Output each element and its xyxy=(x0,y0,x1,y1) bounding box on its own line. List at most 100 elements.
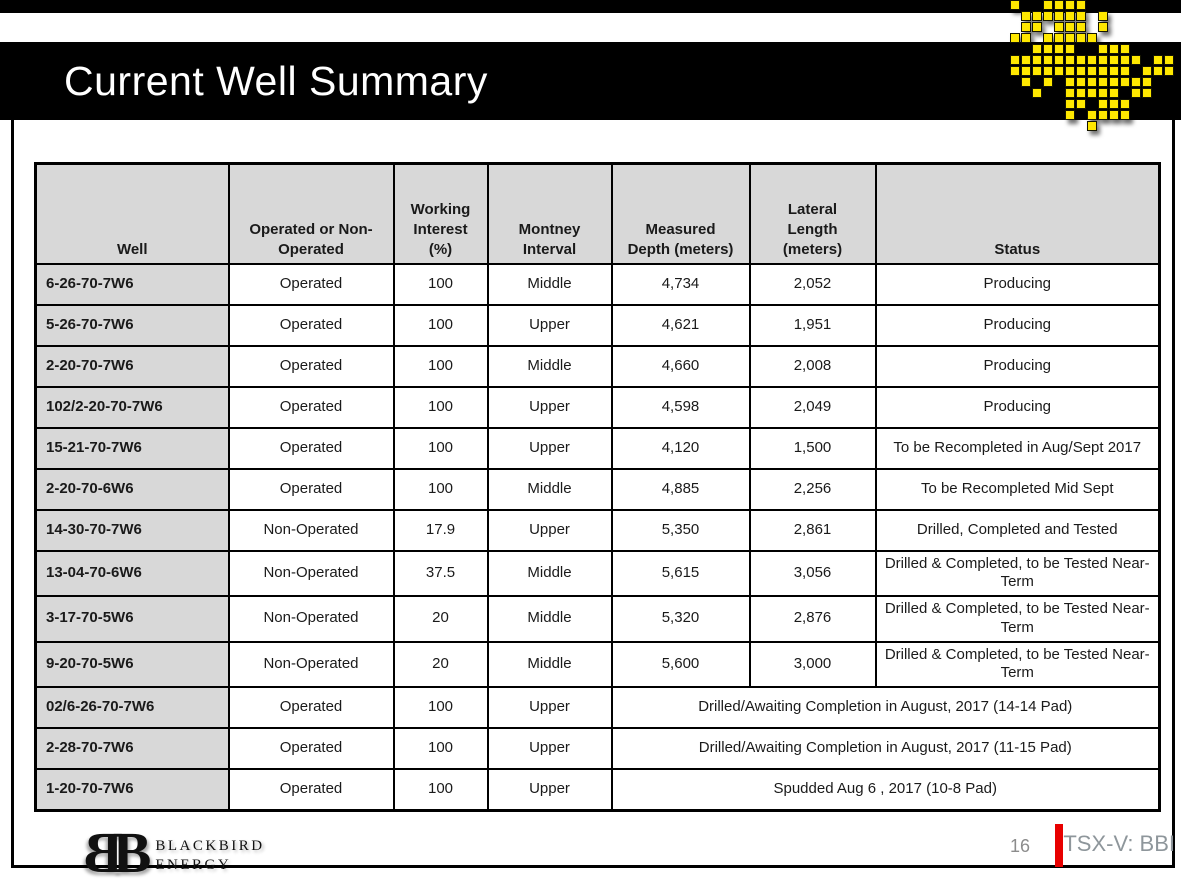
top-border-strip xyxy=(0,0,1181,13)
interval-cell: Upper xyxy=(486,508,613,552)
working-interest-cell: 100 xyxy=(392,467,489,511)
bird-gap xyxy=(1021,110,1031,120)
operated-cell: Operated xyxy=(227,303,395,347)
bird-pixel xyxy=(1076,22,1086,32)
bird-gap xyxy=(1076,44,1086,54)
bird-pixel xyxy=(1076,0,1086,10)
bird-pixel xyxy=(1065,66,1075,76)
bird-pixel xyxy=(1098,44,1108,54)
bird-gap xyxy=(1021,121,1031,131)
bird-gap xyxy=(1109,0,1119,10)
working-interest-cell: 20 xyxy=(392,595,489,643)
bird-pixel xyxy=(1120,44,1130,54)
well-cell: 14-30-70-7W6 xyxy=(34,508,230,552)
bird-gap xyxy=(1098,0,1108,10)
working-interest-cell: 100 xyxy=(392,344,489,388)
page-number: 16 xyxy=(1010,836,1031,856)
bird-gap xyxy=(1021,88,1031,98)
bird-gap xyxy=(1043,22,1053,32)
bird-pixel xyxy=(1087,66,1097,76)
bird-pixel xyxy=(1109,99,1119,109)
bird-gap xyxy=(1120,121,1130,131)
bird-pixel xyxy=(1109,66,1119,76)
status-cell: To be Recompleted in Aug/Sept 2017 xyxy=(874,426,1161,470)
operated-cell: Non-Operated xyxy=(227,640,395,688)
bird-pixel xyxy=(1098,11,1108,21)
bird-pixel xyxy=(1098,22,1108,32)
depth-cell: 5,600 xyxy=(610,640,751,688)
bird-gap xyxy=(1142,33,1152,43)
well-cell: 13-04-70-6W6 xyxy=(34,549,230,597)
bird-gap xyxy=(1142,110,1152,120)
bird-pixel xyxy=(1076,77,1086,87)
brand-line-1: BLACKBIRD xyxy=(155,837,265,854)
bird-pixel xyxy=(1142,66,1152,76)
bird-gap xyxy=(1142,44,1152,54)
status-span-cell: Drilled/Awaiting Completion in August, 2… xyxy=(610,686,1161,729)
bird-gap xyxy=(1164,44,1174,54)
bird-gap xyxy=(1120,88,1130,98)
bird-gap xyxy=(1054,88,1064,98)
operated-cell: Operated xyxy=(227,467,395,511)
bird-gap xyxy=(1087,44,1097,54)
well-cell: 2-20-70-6W6 xyxy=(34,467,230,511)
interval-cell: Upper xyxy=(486,768,613,811)
bird-pixel xyxy=(1043,55,1053,65)
bird-gap xyxy=(1109,11,1119,21)
operated-cell: Non-Operated xyxy=(227,549,395,597)
bird-gap xyxy=(1131,121,1141,131)
bird-gap xyxy=(1153,33,1163,43)
bird-gap xyxy=(1087,11,1097,21)
interval-cell: Upper xyxy=(486,426,613,470)
status-cell: Producing xyxy=(874,385,1161,429)
bird-pixel xyxy=(1120,55,1130,65)
table-row: 15-21-70-7W6 Operated 100 Upper 4,120 1,500 To… xyxy=(34,426,1161,470)
title-bar: Current Well Summary xyxy=(0,42,1181,120)
bird-gap xyxy=(1032,77,1042,87)
bird-gap xyxy=(999,88,1009,98)
bird-gap xyxy=(1010,110,1020,120)
well-cell: 9-20-70-5W6 xyxy=(34,640,230,688)
bird-gap xyxy=(1109,121,1119,131)
table-row: 5-26-70-7W6 Operated 100 Upper 4,621 1,951 Pro… xyxy=(34,303,1161,347)
monogram-letter-mirrored: B xyxy=(84,820,123,885)
status-cell: Producing xyxy=(874,303,1161,347)
bird-pixel xyxy=(1043,33,1053,43)
bird-pixel xyxy=(1021,77,1031,87)
interval-cell: Upper xyxy=(486,385,613,429)
bird-gap xyxy=(1120,22,1130,32)
bird-gap xyxy=(1131,66,1141,76)
bird-gap xyxy=(1142,121,1152,131)
bird-pixel xyxy=(1010,66,1020,76)
bird-pixel xyxy=(1087,121,1097,131)
bird-pixel xyxy=(1131,88,1141,98)
lateral-cell: 2,049 xyxy=(748,385,877,429)
well-cell: 2-20-70-7W6 xyxy=(34,344,230,388)
bird-pixel xyxy=(1120,110,1130,120)
bird-pixel xyxy=(1021,33,1031,43)
bird-gap xyxy=(999,77,1009,87)
bird-pixel xyxy=(1076,99,1086,109)
bird-pixel xyxy=(1065,110,1075,120)
bird-gap xyxy=(1153,121,1163,131)
bird-gap xyxy=(1131,110,1141,120)
working-interest-cell: 100 xyxy=(392,727,489,770)
lateral-cell: 1,951 xyxy=(748,303,877,347)
well-cell: 6-26-70-7W6 xyxy=(34,262,230,306)
working-interest-cell: 37.5 xyxy=(392,549,489,597)
bird-pixel xyxy=(1120,66,1130,76)
bird-pixel xyxy=(1109,88,1119,98)
bird-gap xyxy=(1153,11,1163,21)
depth-cell: 4,621 xyxy=(610,303,751,347)
table-header-cell: Lateral Length (meters) xyxy=(748,162,877,265)
table-row: 14-30-70-7W6 Non-Operated 17.9 Upper 5,350 2,… xyxy=(34,508,1161,552)
bird-gap xyxy=(1164,88,1174,98)
bird-gap xyxy=(1153,44,1163,54)
table-header-cell: Operated or Non- Operated xyxy=(227,162,395,265)
status-span-cell: Drilled/Awaiting Completion in August, 2… xyxy=(610,727,1161,770)
well-cell: 02/6-26-70-7W6 xyxy=(34,686,230,729)
bird-gap xyxy=(1109,22,1119,32)
bird-pixel xyxy=(1043,77,1053,87)
bird-pixel xyxy=(1109,44,1119,54)
